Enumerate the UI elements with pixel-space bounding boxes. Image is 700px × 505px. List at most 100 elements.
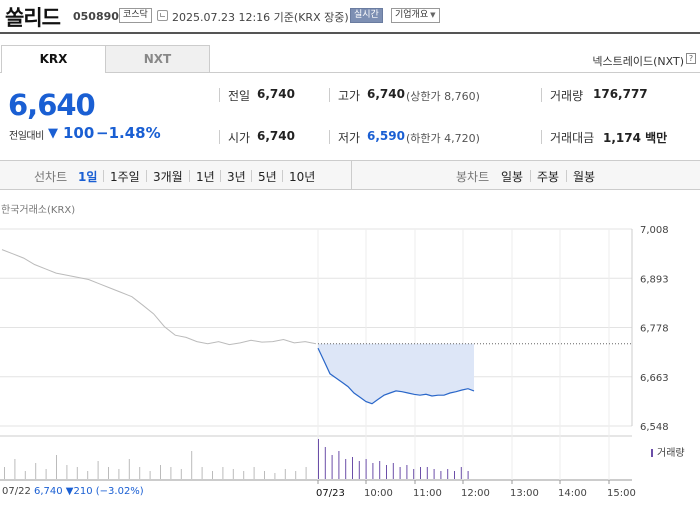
candle-chart-title: 봉차트 — [456, 170, 490, 184]
high-value: 6,740 — [367, 87, 405, 101]
volume-bar — [201, 467, 203, 479]
current-price: 6,640 — [8, 88, 96, 122]
range-1w[interactable]: 1주일 — [110, 170, 140, 184]
open-value: 6,740 — [257, 129, 295, 143]
volume-bar — [460, 467, 462, 479]
range-10y[interactable]: 10년 — [289, 170, 316, 184]
volume-value: 176,777 — [593, 87, 648, 101]
high-label: 고가 — [338, 89, 361, 103]
volume-bar — [365, 459, 367, 479]
volume-bar — [467, 471, 469, 479]
range-3m[interactable]: 3개월 — [153, 170, 183, 184]
volume-bar — [4, 467, 5, 479]
range-3y[interactable]: 3년 — [227, 170, 246, 184]
prev-close-label: 전일 — [228, 89, 251, 103]
volume-bar — [295, 471, 297, 479]
volume-bar — [87, 471, 89, 479]
chart-range-bar: 선차트 1일 1주일 3개월 1년 3년 5년 10년 봉차트 일봉 주봉 월봉 — [0, 160, 700, 190]
volume-bar — [24, 471, 26, 479]
volume-bar — [392, 463, 394, 479]
down-arrow-icon: ▼ — [48, 126, 58, 141]
y-tick-label: 6,893 — [640, 274, 669, 285]
volume-bar — [305, 467, 307, 479]
open-label: 시가 — [228, 131, 251, 145]
chevron-down-icon: ▼ — [430, 11, 436, 19]
volume-legend: 거래량 — [651, 444, 685, 459]
volume-bar — [160, 465, 161, 479]
range-1d[interactable]: 1일 — [78, 170, 98, 184]
low-label: 저가 — [338, 131, 361, 145]
candle-weekly[interactable]: 주봉 — [537, 170, 560, 184]
volume-bar — [426, 467, 428, 479]
company-overview-label: 기업개요 — [395, 10, 429, 20]
tab-divider — [0, 72, 700, 73]
x-tick-label: 15:00 — [607, 488, 636, 499]
volume-bar — [118, 469, 120, 479]
range-5y[interactable]: 5년 — [258, 170, 277, 184]
stock-header: 쏠리드 050890 코스닥 2025.07.23 12:16 기준(KRX 장… — [0, 0, 700, 34]
volume-bar — [447, 469, 449, 479]
candle-daily[interactable]: 일봉 — [501, 170, 524, 184]
range-1y[interactable]: 1년 — [196, 170, 215, 184]
volume-bar — [128, 459, 130, 479]
change-rate: −1.48% — [96, 124, 161, 142]
volume-bar — [318, 439, 319, 479]
volume-bar — [191, 451, 193, 479]
lower-limit: (하한가 4,720) — [406, 132, 480, 145]
timestamp: 2025.07.23 12:16 기준(KRX 장중) — [172, 11, 349, 24]
x-axis-labels: 07/23 10:00 11:00 12:00 13:00 14:00 15:00 — [316, 488, 636, 499]
volume-bar — [331, 455, 333, 479]
candle-monthly[interactable]: 월봉 — [573, 170, 596, 184]
volume-bar — [45, 469, 47, 479]
volume-bar — [399, 467, 401, 479]
volume-bar — [56, 455, 57, 479]
company-overview-dropdown[interactable]: 기업개요 ▼ — [391, 8, 440, 23]
volume-bar — [433, 469, 435, 479]
help-icon[interactable]: ? — [686, 53, 696, 64]
prev-close-value: 6,740 — [257, 87, 295, 101]
volume-bar — [108, 467, 109, 479]
exchange-label: 한국거래소(KRX) — [1, 205, 76, 216]
volume-bar — [352, 457, 353, 479]
nextrade-link[interactable]: 넥스트레이드(NXT) — [592, 55, 684, 68]
change-label: 전일대비 — [9, 131, 44, 142]
previous-day-line — [1, 249, 317, 346]
volume-bar — [14, 459, 16, 479]
today-price-line — [317, 347, 475, 405]
volume-bar — [372, 463, 374, 479]
volume-bar — [420, 467, 421, 479]
amount-label: 거래대금 — [550, 131, 595, 145]
realtime-badge[interactable]: 실시간 — [350, 8, 383, 23]
volume-label: 거래량 — [550, 89, 584, 103]
volume-bar — [212, 471, 213, 479]
volume-bar — [345, 459, 347, 479]
volume-bar — [170, 467, 172, 479]
volume-bar — [413, 469, 415, 479]
chart-grid — [0, 228, 633, 484]
volume-bar — [66, 465, 68, 479]
volume-bar — [232, 469, 234, 479]
volume-bar — [406, 465, 408, 479]
upper-limit: (상한가 8,760) — [406, 90, 480, 103]
volume-bar — [358, 461, 360, 479]
volume-bar — [274, 473, 276, 479]
market-badge: 코스닥 — [119, 8, 152, 23]
x-tick-label: 11:00 — [413, 488, 442, 499]
volume-bar — [243, 471, 245, 479]
x-tick-label: 12:00 — [461, 488, 490, 499]
y-tick-label: 6,778 — [640, 324, 669, 335]
y-axis-labels: 7,008 6,893 6,778 6,663 6,548 — [640, 225, 669, 433]
x-tick-label: 10:00 — [364, 488, 393, 499]
change-value: 100 — [63, 124, 95, 142]
volume-bar — [149, 471, 151, 479]
volume-bar — [222, 467, 224, 479]
stock-code: 050890 — [73, 10, 119, 23]
amount-value: 1,174 백만 — [603, 131, 668, 145]
volume-bar — [284, 469, 286, 479]
volume-bar — [338, 451, 340, 479]
volume-bar — [76, 467, 78, 479]
volume-bar — [35, 463, 37, 479]
y-tick-label: 7,008 — [640, 225, 669, 236]
line-chart-title: 선차트 — [34, 170, 68, 184]
